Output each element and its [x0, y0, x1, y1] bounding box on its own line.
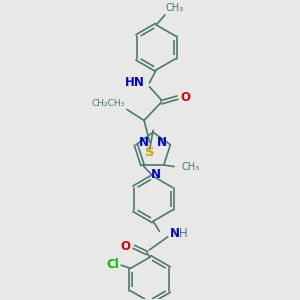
Text: HN: HN — [125, 76, 145, 89]
Text: S: S — [145, 146, 154, 159]
Text: N: N — [139, 136, 149, 149]
Text: O: O — [121, 240, 131, 253]
Text: N: N — [157, 136, 166, 149]
Text: N: N — [170, 226, 180, 240]
Text: CH₂CH₃: CH₂CH₃ — [91, 99, 124, 108]
Text: N: N — [151, 167, 161, 181]
Text: CH₃: CH₃ — [182, 162, 200, 172]
Text: O: O — [181, 91, 190, 104]
Text: CH₃: CH₃ — [166, 3, 184, 13]
Text: H: H — [178, 226, 187, 240]
Text: Cl: Cl — [107, 258, 120, 271]
